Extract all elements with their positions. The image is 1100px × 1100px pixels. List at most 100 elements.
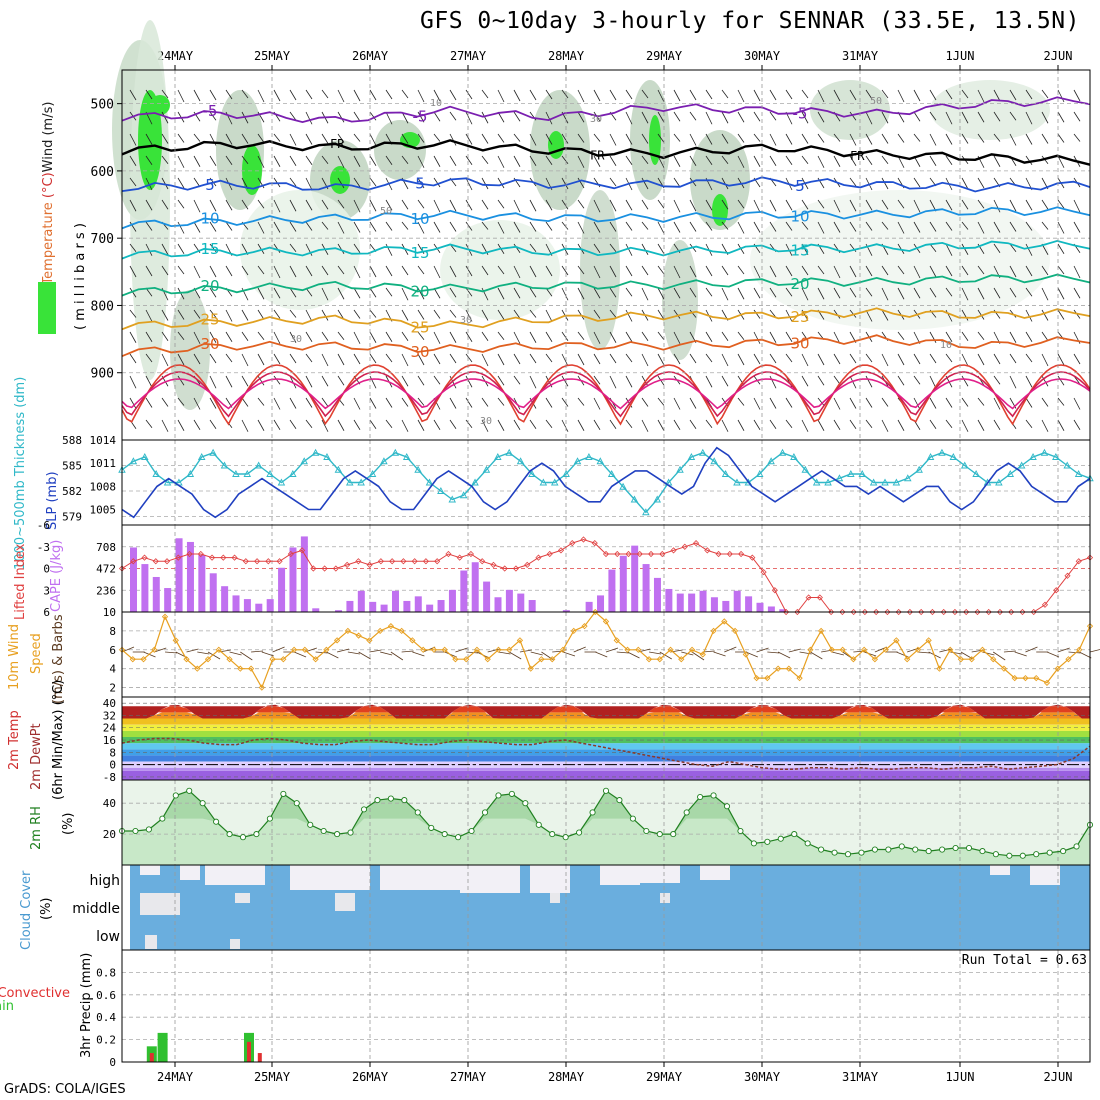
wind-barb (369, 397, 377, 409)
wind-barb (561, 89, 569, 99)
wind-barb (241, 89, 249, 99)
date-label-bottom: 28MAY (548, 1070, 585, 1084)
wind10-barb (939, 648, 952, 653)
wind-barb (449, 309, 457, 318)
thickness-point (721, 470, 730, 477)
rh2m-tick-label: 20 (103, 828, 116, 841)
rh2m-point (1073, 843, 1080, 850)
wind-barb (257, 221, 265, 234)
wind10-point (710, 627, 717, 635)
wind-barb (657, 243, 665, 254)
cape-bar (346, 600, 354, 612)
wind-barb (321, 89, 329, 99)
cape-bar (357, 590, 365, 612)
wind-barb (417, 375, 425, 386)
wind-barb (145, 353, 153, 363)
wind10-barb (229, 651, 242, 656)
wind-barb (385, 287, 393, 297)
wind-barb (817, 155, 825, 168)
wind-barb (353, 331, 361, 344)
wind-barb (353, 265, 361, 279)
rh2m-point (374, 797, 381, 804)
wind-barb (545, 353, 553, 363)
wind-barb (353, 221, 361, 233)
wind-barb (417, 353, 425, 366)
wind10-point (602, 618, 610, 625)
wind-barb (193, 111, 201, 122)
thickness-point (847, 470, 855, 477)
wind-barb (673, 287, 681, 299)
wind-barb (753, 89, 761, 102)
wind-barb (913, 133, 921, 142)
wind10-barb (154, 647, 167, 653)
wind-barb (977, 419, 985, 431)
wind-barb (529, 419, 537, 429)
wind10-point (688, 646, 696, 653)
wind-barb (849, 89, 857, 101)
thickness-point (938, 448, 946, 456)
wind-barb (625, 309, 633, 322)
wind-barb (993, 155, 1001, 167)
wind-barb (129, 331, 137, 343)
wind-barb (273, 287, 281, 299)
wind-barb (881, 397, 889, 407)
wind-barb (769, 331, 777, 343)
wind-barb (881, 177, 889, 190)
wind-barb (737, 419, 745, 431)
cape-bar (494, 597, 502, 612)
wind-barb (289, 111, 297, 121)
wind-barb (513, 375, 521, 385)
rh-contour-label: 30 (480, 416, 492, 427)
wind-barb (705, 89, 713, 100)
wind-barb (401, 331, 409, 341)
lifted-index-point (614, 550, 621, 558)
rh2m-point (871, 846, 878, 853)
wind-barb (497, 265, 505, 275)
wind-barb (209, 331, 217, 343)
wind-barb (593, 133, 601, 142)
wind-barb (305, 111, 313, 125)
wind-barb (769, 155, 777, 166)
wind-barb (609, 221, 617, 232)
wind-barb (593, 243, 601, 253)
wind-barb (673, 111, 681, 122)
wind-barb (321, 419, 329, 432)
rh-shade-high (150, 95, 170, 115)
wind10-barb (627, 651, 640, 659)
rh2m-point (777, 835, 784, 842)
wind-barb (577, 265, 585, 275)
wind-barb (433, 111, 441, 122)
wind-barb (369, 375, 377, 389)
wind-barb (945, 155, 953, 165)
wind-barb (929, 419, 937, 429)
temp-tick-label: 32 (103, 709, 116, 722)
wind-barb (1041, 419, 1049, 432)
rh-contour-label: 10 (430, 98, 442, 109)
wind10-point (613, 637, 620, 644)
wind-barb (865, 419, 873, 428)
cape-bar (460, 570, 468, 612)
wind-barb (657, 287, 665, 300)
wind-barb (129, 133, 137, 146)
cloud-ylabel: Cloud Cover (19, 870, 34, 950)
wind-barb (193, 309, 201, 319)
rh2m-point (468, 827, 475, 835)
thickness-point (1029, 453, 1037, 460)
wind-barb (449, 89, 457, 101)
wind-barb (577, 353, 585, 366)
wind10-barb (595, 651, 608, 658)
rh-contour-label: 30 (590, 114, 602, 125)
contour-label-fr: FR (850, 149, 865, 163)
wind-barb (353, 199, 361, 213)
cloud-high-gap (700, 865, 730, 880)
wind-barb (993, 221, 1001, 233)
rh2m-point (132, 827, 139, 835)
wind-barb (497, 397, 505, 406)
wind-barb (769, 287, 777, 298)
wind-barb (417, 155, 425, 168)
wind-barb (625, 331, 633, 342)
wind-barb (209, 353, 217, 364)
wind-barb (977, 287, 985, 300)
wind10-barb (337, 648, 350, 653)
wind-barb (609, 243, 617, 252)
